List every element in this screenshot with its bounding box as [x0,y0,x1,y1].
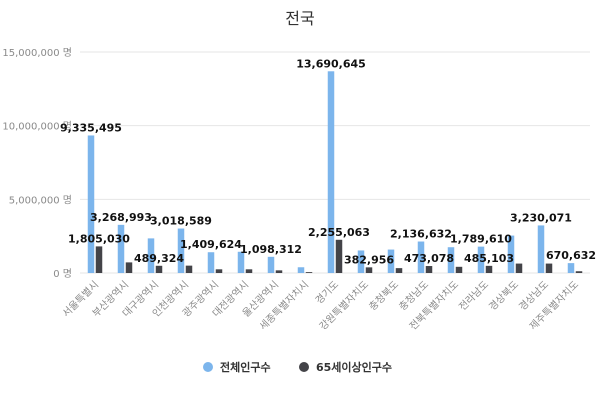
bar-total[interactable] [207,252,215,273]
data-label: 2,255,063 [308,226,370,239]
bar-senior[interactable] [455,266,463,273]
bar-senior[interactable] [95,246,103,273]
data-label: 3,268,993 [90,211,152,224]
bar-senior[interactable] [545,263,553,273]
bar-total[interactable] [387,249,395,273]
legend-label[interactable]: 전체인구수 [220,360,271,374]
bar-senior[interactable] [395,268,403,273]
bar-total[interactable] [117,224,125,273]
data-label: 2,136,632 [390,228,452,241]
x-tick-label: 경기도 [312,278,341,307]
bar-senior[interactable] [185,265,193,273]
data-label: 1,789,610 [450,233,512,246]
bar-senior[interactable] [425,266,433,273]
bar-senior[interactable] [335,239,343,273]
bar-senior[interactable] [125,262,133,273]
bar-total[interactable] [477,246,485,273]
bar-total[interactable] [237,251,245,273]
y-tick-label: 15,000,000 명 [2,47,72,59]
data-label: 1,409,624 [180,238,242,251]
x-tick-label: 충청북도 [367,279,402,314]
bar-senior[interactable] [305,272,313,273]
bar-total[interactable] [297,267,305,273]
data-label: 3,230,071 [510,211,572,224]
bar-senior[interactable] [215,269,223,273]
bar-senior[interactable] [575,271,583,273]
bar-total[interactable] [177,228,185,273]
bar-senior[interactable] [155,265,163,273]
bar-total[interactable] [537,225,545,273]
x-tick-label: 경상북도 [486,278,521,313]
data-label: 670,632 [546,249,596,262]
legend-label[interactable]: 65세이상인구수 [316,360,392,374]
data-label: 13,690,645 [296,57,366,70]
bar-total[interactable] [147,238,155,273]
data-label: 382,956 [344,253,394,266]
bar-senior[interactable] [515,263,523,273]
bar-total[interactable] [447,247,455,273]
bar-total[interactable] [507,235,515,273]
bar-total[interactable] [567,263,575,273]
bar-total[interactable] [267,256,275,273]
data-label: 485,103 [464,252,514,265]
bar-total[interactable] [327,71,335,273]
bar-total[interactable] [417,241,425,273]
data-label: 9,335,495 [60,121,122,134]
y-tick-label: 10,000,000 명 [2,121,72,133]
y-tick-label: 0 명 [53,268,72,280]
bar-total[interactable] [87,135,95,273]
x-tick-label: 전라남도 [457,279,492,314]
data-label: 489,324 [134,252,184,265]
bar-senior[interactable] [275,270,283,273]
data-label: 3,018,589 [150,215,212,228]
legend-marker[interactable] [299,362,309,372]
bar-senior[interactable] [245,269,253,273]
data-label: 473,078 [404,252,454,265]
bar-senior[interactable] [365,267,373,273]
chart-title: 전국 [285,9,314,28]
y-tick-label: 5,000,000 명 [9,194,72,206]
bar-total[interactable] [357,250,365,273]
legend-marker[interactable] [203,362,213,372]
bar-senior[interactable] [485,265,493,273]
data-label: 1,098,312 [240,243,302,256]
data-label: 1,805,030 [68,232,130,245]
